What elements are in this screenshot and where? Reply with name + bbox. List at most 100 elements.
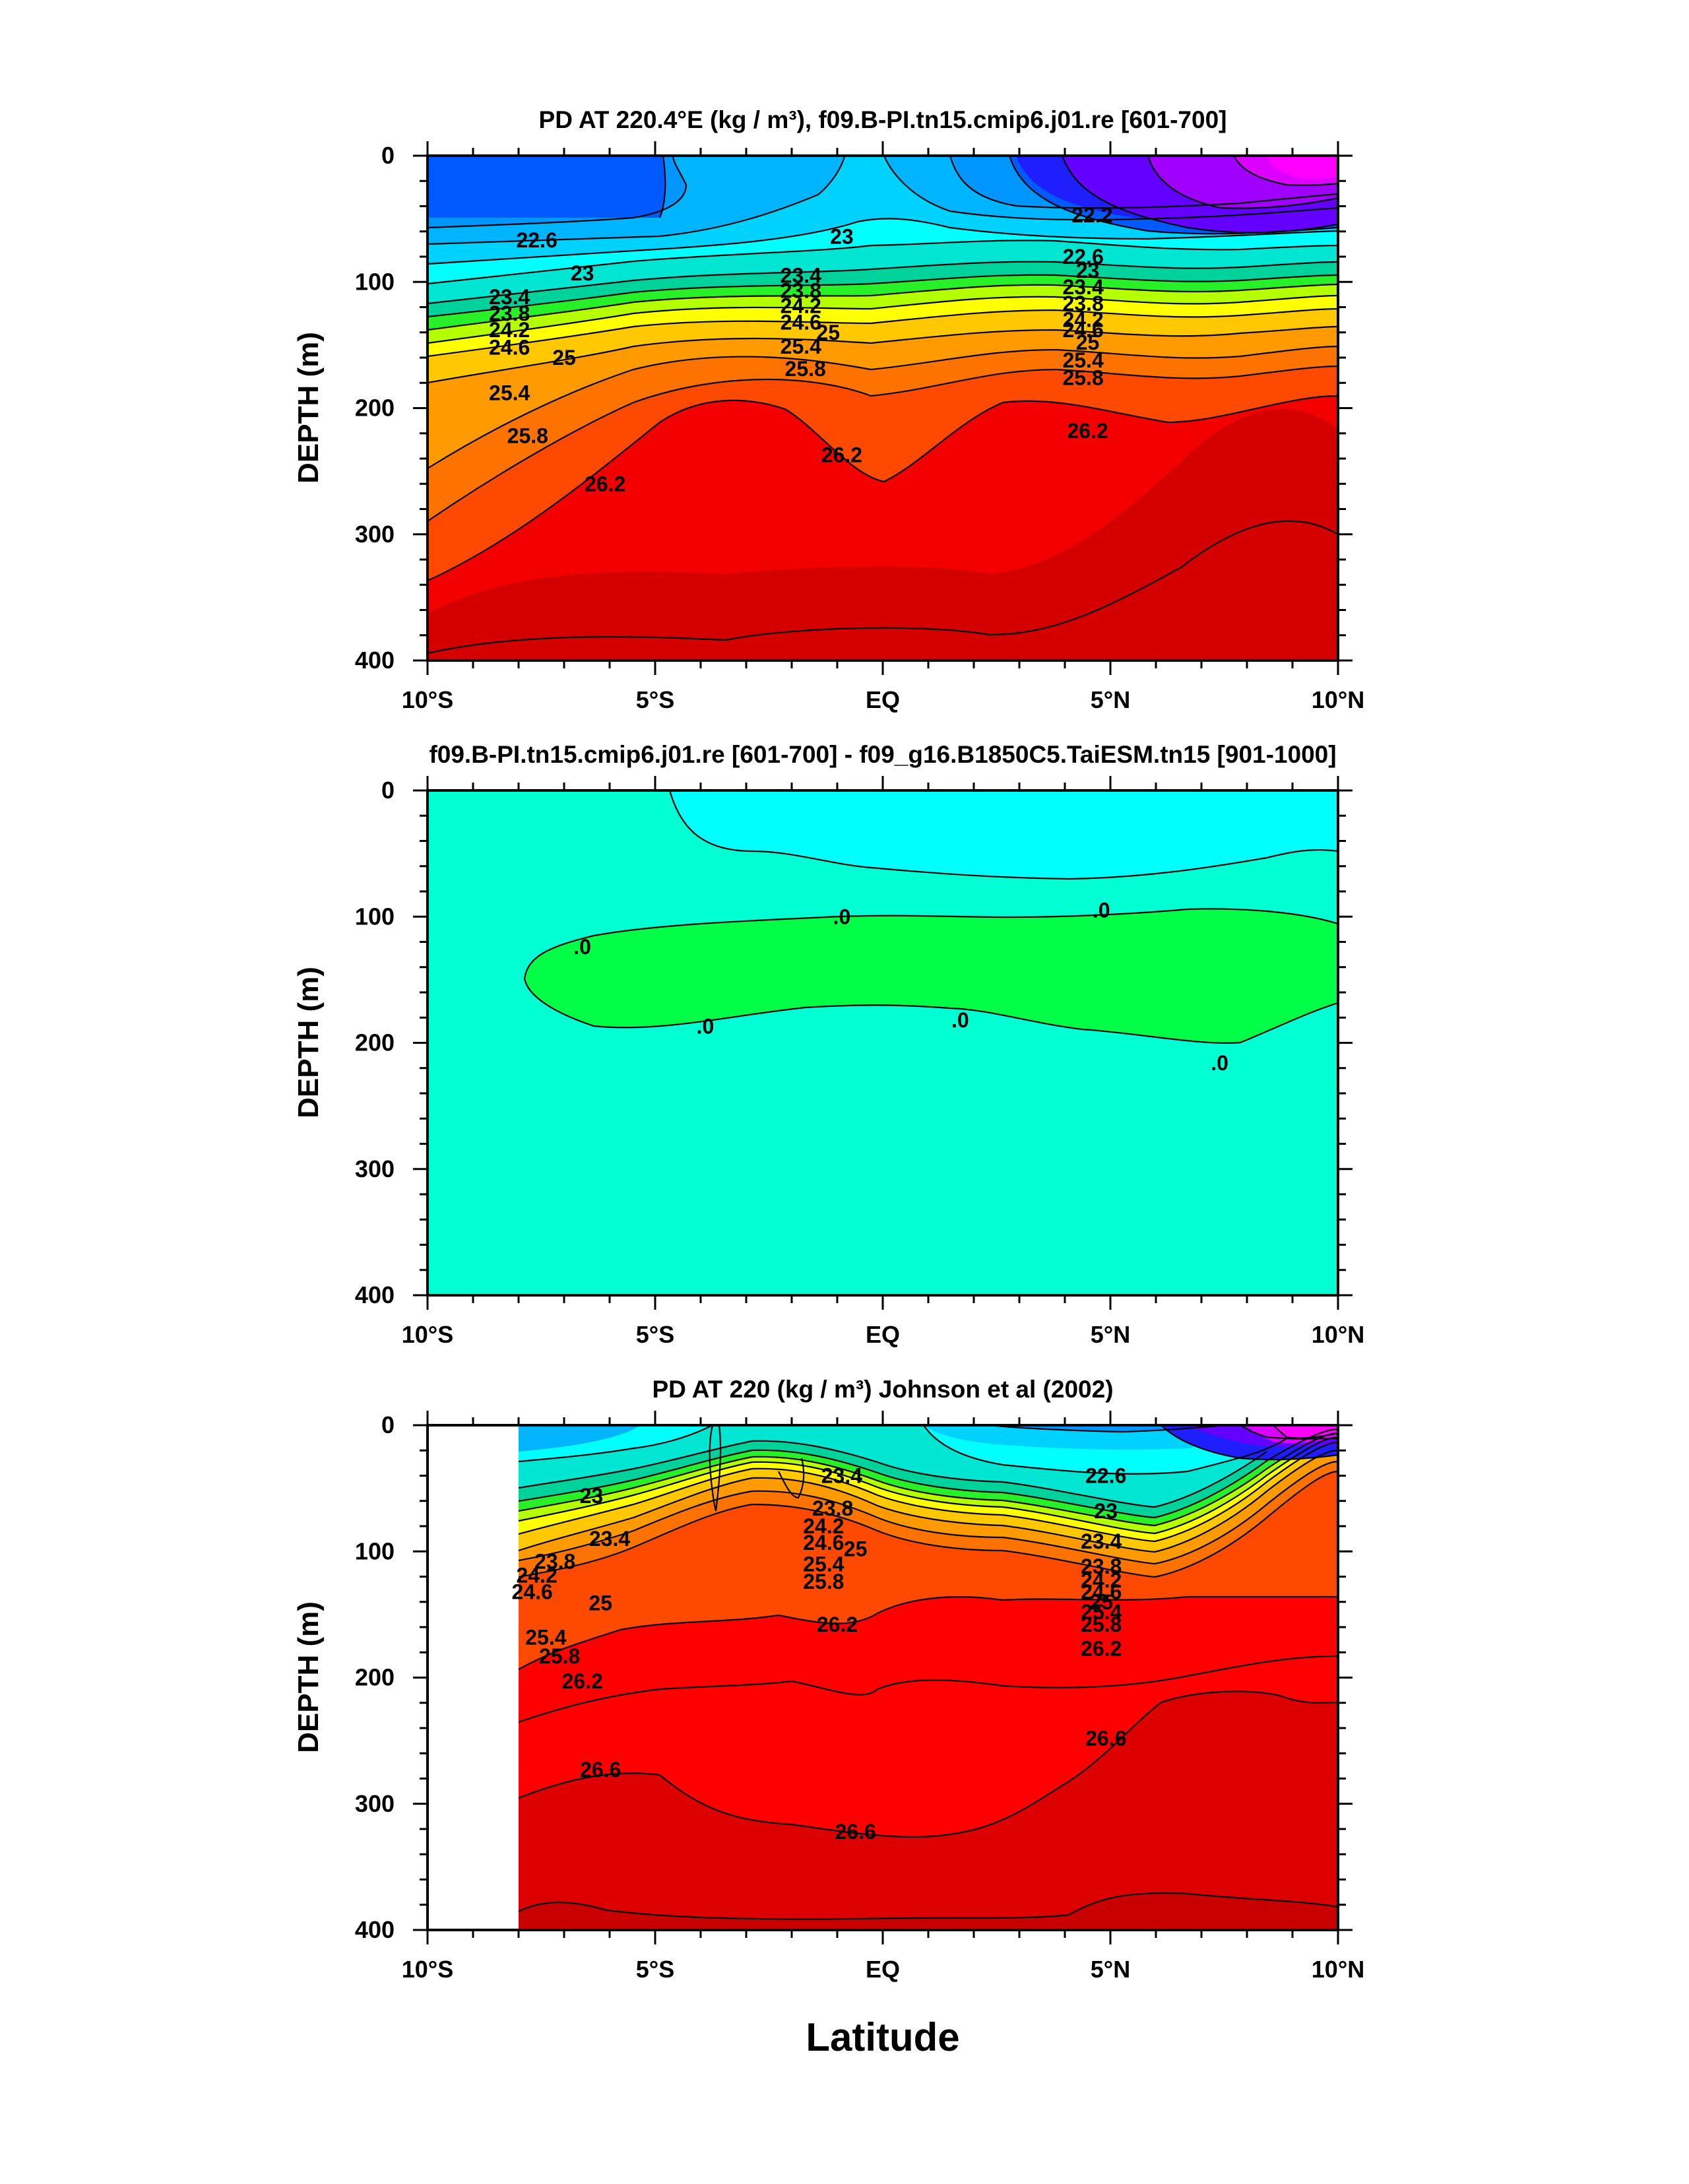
panel-1-ylabel: DEPTH (m) xyxy=(292,332,325,484)
contour-label: 25.4 xyxy=(781,335,821,358)
y-tick-label: 0 xyxy=(381,142,395,169)
x-axis-label: Latitude xyxy=(806,2015,959,2059)
contour-label: 23.8 xyxy=(534,1550,575,1574)
x-tick-label: 5°S xyxy=(636,1956,674,1983)
contour-label: 23.8 xyxy=(812,1496,853,1520)
x-tick-label: 10°N xyxy=(1312,1956,1364,1983)
x-tick-label: 5°S xyxy=(636,686,674,713)
x-tick-label: EQ xyxy=(866,1956,900,1983)
x-tick-label: 10°S xyxy=(402,1321,453,1348)
contour-label: 23.4 xyxy=(489,285,530,309)
panel-3-fill xyxy=(518,1425,1338,1930)
panel-2-fill xyxy=(428,790,1338,1295)
y-tick-label: 400 xyxy=(355,1916,395,1943)
contour-label: 26.2 xyxy=(585,472,625,496)
contour-label: 25.8 xyxy=(1081,1613,1122,1636)
y-tick-label: 300 xyxy=(355,1155,395,1182)
contour-label: 24.2 xyxy=(803,1514,844,1538)
contour-label: .0 xyxy=(1211,1051,1228,1075)
contour-label: 26.2 xyxy=(1067,419,1108,443)
contour-label: 26.6 xyxy=(835,1820,876,1844)
x-tick-label: 10°S xyxy=(402,686,453,713)
contour-label: 25.4 xyxy=(803,1552,844,1576)
contour-label: 26.2 xyxy=(561,1669,602,1693)
panel-2-axes: 0 100 200 300 400 10°S 5°S EQ 5°N 10°N xyxy=(355,776,1364,1348)
contour-label: 25 xyxy=(589,1591,612,1615)
panel-2-ylabel: DEPTH (m) xyxy=(292,967,325,1118)
contour-label: 26.6 xyxy=(580,1758,621,1782)
contour-label: 24.6 xyxy=(489,336,530,360)
contour-label: 24.6 xyxy=(1081,1580,1122,1603)
contour-label: 23.4 xyxy=(589,1527,630,1551)
panel-3-title: PD AT 220 (kg / m³) Johnson et al (2002) xyxy=(652,1376,1113,1403)
contour-label: 22.2 xyxy=(1071,203,1112,227)
contour-label: 25.4 xyxy=(1081,1600,1122,1624)
y-tick-label: 400 xyxy=(355,1281,395,1308)
contour-label: 24.2 xyxy=(1062,308,1103,332)
y-tick-label: 100 xyxy=(355,1537,395,1564)
contour-label: .0 xyxy=(833,905,851,928)
contour-label: 24.6 xyxy=(803,1531,844,1555)
contour-label: 25.4 xyxy=(489,381,530,405)
panel-2: f09.B-PI.tn15.cmip6.j01.re [601-700] - f… xyxy=(292,741,1364,1348)
contour-label: 23.8 xyxy=(1062,292,1103,315)
contour-label: 25 xyxy=(1089,1590,1113,1614)
x-tick-label: 10°N xyxy=(1312,1321,1364,1348)
y-tick-label: 300 xyxy=(355,1790,395,1817)
contour-label: 25 xyxy=(816,321,840,344)
contour-label: 26.2 xyxy=(821,443,862,466)
x-tick-label: EQ xyxy=(866,1321,900,1348)
contour-label: .0 xyxy=(573,935,591,959)
y-tick-label: 200 xyxy=(355,1029,395,1056)
x-tick-label: EQ xyxy=(866,686,900,713)
contour-label: 23 xyxy=(1076,259,1100,282)
contour-label: 25.8 xyxy=(785,357,826,381)
contour-label: .0 xyxy=(697,1015,715,1039)
panel-1-axes: 0 100 200 300 400 10°S 5°S EQ 5°N 10°N xyxy=(355,141,1364,713)
contour-label: 22.6 xyxy=(1085,1464,1126,1488)
contour-label: 23 xyxy=(571,261,594,285)
contour-label: .0 xyxy=(1093,899,1110,922)
contour-label: 22.6 xyxy=(1062,245,1103,269)
contour-label: 26.6 xyxy=(1085,1726,1126,1750)
contour-label: 24.6 xyxy=(781,310,821,334)
y-tick-label: 100 xyxy=(355,268,395,295)
contour-label: 25.8 xyxy=(539,1644,580,1668)
x-tick-label: 5°N xyxy=(1091,686,1130,713)
contour-label: 24.2 xyxy=(1081,1568,1122,1592)
x-tick-label: 5°N xyxy=(1091,1956,1130,1983)
y-tick-label: 200 xyxy=(355,1664,395,1691)
contour-label: 25 xyxy=(1076,331,1100,354)
x-tick-label: 5°S xyxy=(636,1321,674,1348)
contour-label: 24.6 xyxy=(1062,318,1103,342)
contour-label: 25.8 xyxy=(803,1570,844,1593)
contour-label: 25.4 xyxy=(1062,348,1103,372)
contour-label: 23.8 xyxy=(781,279,821,303)
contour-label: 23.8 xyxy=(1081,1555,1122,1578)
contour-label: 24.2 xyxy=(516,1564,557,1588)
contour-label: 25.4 xyxy=(525,1625,566,1649)
panel-1: PD AT 220.4°E (kg / m³), f09.B-PI.tn15.c… xyxy=(292,106,1364,713)
contour-label: 25 xyxy=(844,1537,868,1560)
x-tick-label: 10°N xyxy=(1312,686,1364,713)
panel-1-fill xyxy=(428,156,1338,660)
contour-label: 24.6 xyxy=(512,1580,553,1603)
panel-2-contour-labels: .0 .0 .0 .0 .0 .0 xyxy=(573,899,1228,1075)
y-tick-label: 100 xyxy=(355,903,395,930)
y-tick-label: 0 xyxy=(381,777,395,804)
contour-label: 24.2 xyxy=(489,318,530,342)
contour-label: 23.4 xyxy=(821,1464,862,1488)
y-tick-label: 0 xyxy=(381,1411,395,1438)
panel-2-title: f09.B-PI.tn15.cmip6.j01.re [601-700] - f… xyxy=(429,741,1336,768)
panel-1-title: PD AT 220.4°E (kg / m³), f09.B-PI.tn15.c… xyxy=(539,106,1227,133)
contour-label: 23 xyxy=(830,224,854,248)
contour-label: 23.4 xyxy=(781,264,821,288)
y-tick-label: 200 xyxy=(355,395,395,422)
contour-label: 24.2 xyxy=(781,294,821,318)
x-tick-label: 10°S xyxy=(402,1956,453,1983)
contour-label: 23.8 xyxy=(489,302,530,325)
contour-label: 23 xyxy=(580,1484,604,1508)
panel-3: PD AT 220 (kg / m³) Johnson et al (2002)… xyxy=(292,1376,1364,1983)
